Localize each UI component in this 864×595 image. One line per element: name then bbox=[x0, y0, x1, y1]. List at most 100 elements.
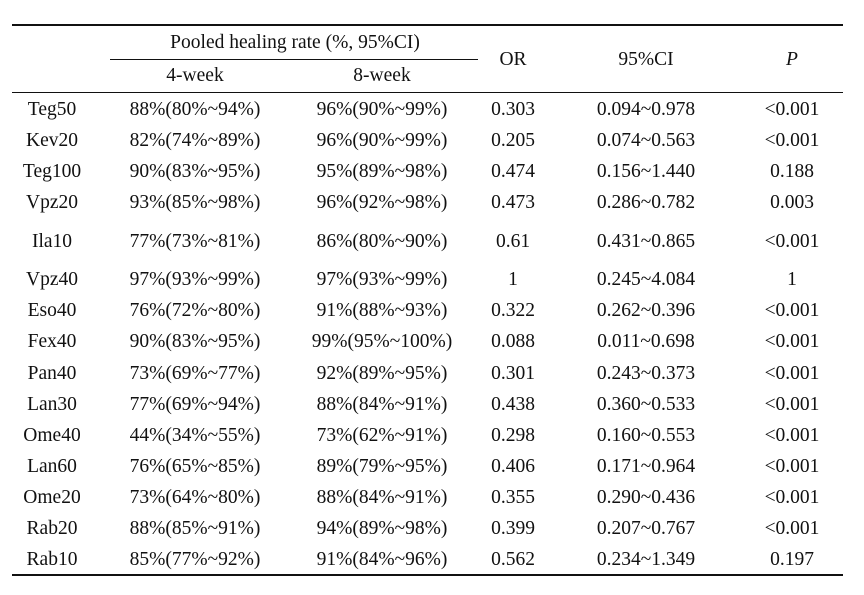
cell-p: <0.001 bbox=[764, 331, 820, 352]
cell-p: <0.001 bbox=[764, 518, 820, 539]
cell-4-week: 90%(83%~95%) bbox=[129, 161, 261, 182]
cell-p: <0.001 bbox=[764, 487, 820, 508]
cell-4-week: 97%(93%~99%) bbox=[129, 269, 261, 290]
header-or: OR bbox=[499, 49, 527, 70]
cell-or: 0.088 bbox=[491, 331, 535, 352]
top-rule bbox=[12, 24, 843, 26]
cell-8-week: 73%(62%~91%) bbox=[316, 425, 448, 446]
cell-8-week: 96%(90%~99%) bbox=[316, 130, 448, 151]
cell-drug: Rab20 bbox=[26, 518, 78, 539]
cell-or: 0.301 bbox=[491, 363, 535, 384]
cell-drug: Eso40 bbox=[27, 300, 77, 321]
cell-drug: Lan60 bbox=[27, 456, 77, 477]
cell-4-week: 88%(80%~94%) bbox=[129, 99, 261, 120]
cell-p: <0.001 bbox=[764, 425, 820, 446]
cell-95ci: 0.360~0.533 bbox=[596, 394, 696, 415]
cell-4-week: 88%(85%~91%) bbox=[129, 518, 261, 539]
cell-95ci: 0.245~4.084 bbox=[596, 269, 696, 290]
cell-8-week: 92%(89%~95%) bbox=[316, 363, 448, 384]
cell-drug: Teg50 bbox=[27, 99, 77, 120]
cell-8-week: 94%(89%~98%) bbox=[316, 518, 448, 539]
cell-4-week: 82%(74%~89%) bbox=[129, 130, 261, 151]
cell-95ci: 0.156~1.440 bbox=[596, 161, 696, 182]
cell-8-week: 91%(84%~96%) bbox=[316, 549, 448, 570]
cell-8-week: 88%(84%~91%) bbox=[316, 394, 448, 415]
cell-drug: Ila10 bbox=[31, 231, 73, 252]
cell-8-week: 96%(90%~99%) bbox=[316, 99, 448, 120]
cell-drug: Vpz20 bbox=[26, 192, 78, 213]
cell-p: <0.001 bbox=[764, 456, 820, 477]
cell-95ci: 0.074~0.563 bbox=[596, 130, 696, 151]
cell-8-week: 99%(95%~100%) bbox=[311, 331, 453, 352]
header-pooled-healing-rate: Pooled healing rate (%, 95%CI) bbox=[170, 32, 420, 53]
cell-p: 1 bbox=[787, 269, 797, 290]
cell-drug: Vpz40 bbox=[26, 269, 78, 290]
header-95ci: 95%CI bbox=[618, 49, 674, 70]
cell-4-week: 76%(65%~85%) bbox=[129, 456, 261, 477]
cell-4-week: 77%(73%~81%) bbox=[129, 231, 261, 252]
cell-4-week: 93%(85%~98%) bbox=[129, 192, 261, 213]
cell-or: 0.438 bbox=[491, 394, 535, 415]
cell-4-week: 85%(77%~92%) bbox=[129, 549, 261, 570]
cell-p: <0.001 bbox=[764, 394, 820, 415]
cell-or: 1 bbox=[508, 269, 518, 290]
cell-p: <0.001 bbox=[764, 231, 820, 252]
cell-or: 0.406 bbox=[491, 456, 535, 477]
cell-4-week: 73%(69%~77%) bbox=[129, 363, 261, 384]
cell-95ci: 0.207~0.767 bbox=[596, 518, 696, 539]
cell-or: 0.205 bbox=[491, 130, 535, 151]
cell-or: 0.399 bbox=[491, 518, 535, 539]
cell-drug: Teg100 bbox=[22, 161, 82, 182]
header-p: P bbox=[786, 49, 798, 70]
cell-drug: Rab10 bbox=[26, 549, 78, 570]
cell-4-week: 77%(69%~94%) bbox=[129, 394, 261, 415]
header-4-week: 4-week bbox=[166, 65, 224, 86]
cell-drug: Fex40 bbox=[27, 331, 77, 352]
cell-drug: Lan30 bbox=[27, 394, 77, 415]
header-bottom-rule bbox=[12, 92, 843, 93]
cell-p: <0.001 bbox=[764, 363, 820, 384]
cell-4-week: 73%(64%~80%) bbox=[129, 487, 261, 508]
cell-95ci: 0.160~0.553 bbox=[596, 425, 696, 446]
bottom-rule bbox=[12, 574, 843, 576]
cell-or: 0.298 bbox=[491, 425, 535, 446]
cell-95ci: 0.290~0.436 bbox=[596, 487, 696, 508]
cell-8-week: 86%(80%~90%) bbox=[316, 231, 448, 252]
cell-or: 0.61 bbox=[495, 231, 531, 252]
cell-or: 0.355 bbox=[491, 487, 535, 508]
cell-or: 0.473 bbox=[491, 192, 535, 213]
cell-8-week: 96%(92%~98%) bbox=[316, 192, 448, 213]
cell-4-week: 76%(72%~80%) bbox=[129, 300, 261, 321]
cell-95ci: 0.262~0.396 bbox=[596, 300, 696, 321]
cell-4-week: 90%(83%~95%) bbox=[129, 331, 261, 352]
cell-95ci: 0.286~0.782 bbox=[596, 192, 696, 213]
cell-or: 0.474 bbox=[491, 161, 535, 182]
cell-drug: Ome20 bbox=[23, 487, 81, 508]
cell-8-week: 97%(93%~99%) bbox=[316, 269, 448, 290]
cell-4-week: 44%(34%~55%) bbox=[129, 425, 261, 446]
cell-8-week: 88%(84%~91%) bbox=[316, 487, 448, 508]
cell-p: 0.003 bbox=[770, 192, 814, 213]
cell-or: 0.562 bbox=[491, 549, 535, 570]
cell-95ci: 0.011~0.698 bbox=[597, 331, 695, 352]
cell-drug: Pan40 bbox=[27, 363, 77, 384]
header-8-week: 8-week bbox=[353, 65, 411, 86]
cell-8-week: 89%(79%~95%) bbox=[316, 456, 448, 477]
cell-or: 0.322 bbox=[491, 300, 535, 321]
cell-95ci: 0.234~1.349 bbox=[596, 549, 696, 570]
cell-95ci: 0.171~0.964 bbox=[596, 456, 696, 477]
cell-95ci: 0.094~0.978 bbox=[596, 99, 696, 120]
cell-drug: Kev20 bbox=[26, 130, 78, 151]
cell-95ci: 0.243~0.373 bbox=[596, 363, 696, 384]
cell-8-week: 91%(88%~93%) bbox=[316, 300, 448, 321]
cell-p: 0.197 bbox=[770, 549, 814, 570]
cell-p: <0.001 bbox=[764, 130, 820, 151]
cell-95ci: 0.431~0.865 bbox=[596, 231, 696, 252]
cell-8-week: 95%(89%~98%) bbox=[316, 161, 448, 182]
cell-p: <0.001 bbox=[764, 99, 820, 120]
cell-p: <0.001 bbox=[764, 300, 820, 321]
cell-or: 0.303 bbox=[491, 99, 535, 120]
header-group-rule bbox=[110, 59, 478, 60]
cell-drug: Ome40 bbox=[23, 425, 81, 446]
cell-p: 0.188 bbox=[770, 161, 814, 182]
